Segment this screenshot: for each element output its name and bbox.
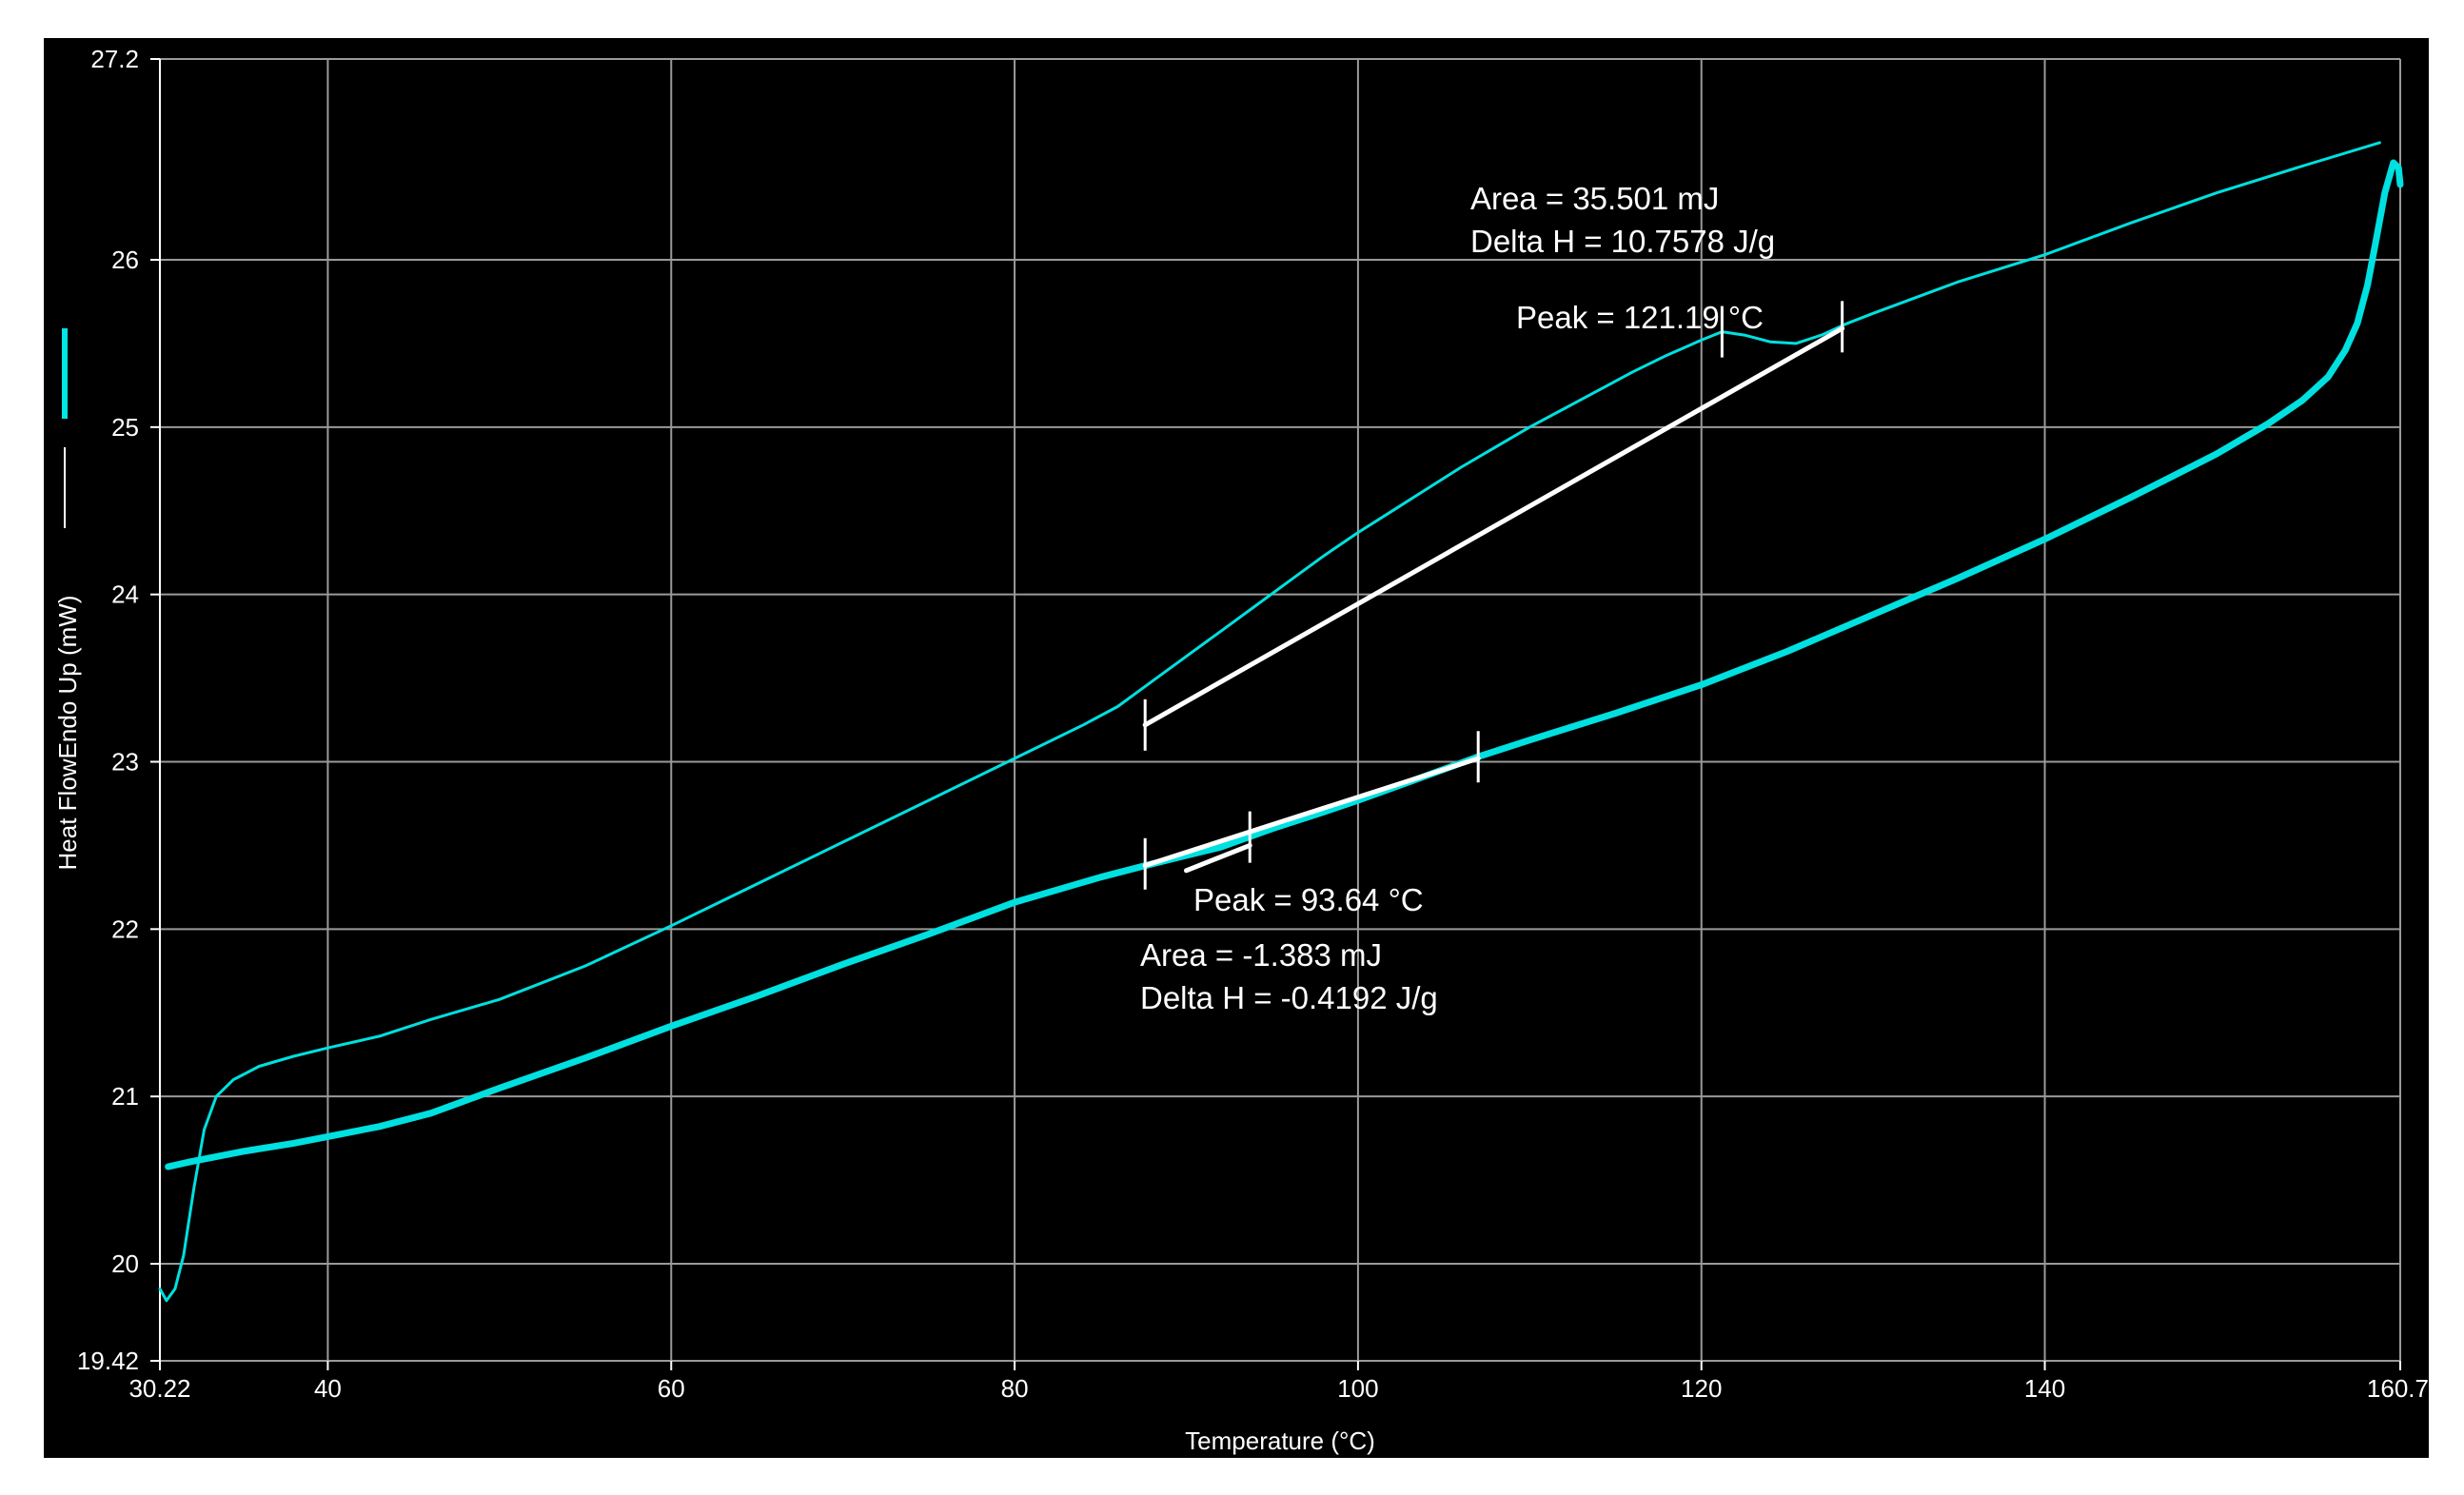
x-tick-label: 120 xyxy=(1681,1374,1722,1403)
y-tick-label: 24 xyxy=(111,580,139,609)
annotation-upper-peak: Peak = 121.19 °C xyxy=(1516,300,1764,335)
legend-swatch xyxy=(62,328,68,419)
x-tick-label: 80 xyxy=(1001,1374,1029,1403)
y-tick-label: 26 xyxy=(111,246,139,274)
x-axis-title: Temperature (°C) xyxy=(1185,1426,1375,1455)
annotation-lower-peak: Peak = 93.64 °C xyxy=(1193,882,1424,917)
integration-baseline xyxy=(1142,756,1481,868)
marker-group xyxy=(1143,301,1844,890)
baseline-group xyxy=(1142,325,1845,874)
x-axis-ticks: 30.22 40 60 80 100 120 140 160.7 xyxy=(128,1361,2429,1403)
y-tick-label: 21 xyxy=(111,1082,139,1111)
grid xyxy=(159,58,2401,1362)
integration-baseline xyxy=(1184,842,1252,874)
y-tick-label: 27.2 xyxy=(90,45,139,73)
annotation-lower-area: Area = -1.383 mJ xyxy=(1140,937,1382,973)
x-tick-label: 140 xyxy=(2024,1374,2065,1403)
y-axis-ticks: 19.42 20 21 22 23 24 25 26 27.2 xyxy=(77,45,160,1375)
y-tick-label: 22 xyxy=(111,915,139,943)
y-tick-label: 25 xyxy=(111,413,139,442)
y-tick-label: 20 xyxy=(111,1249,139,1278)
x-tick-label: 40 xyxy=(314,1374,342,1403)
y-tick-label: 23 xyxy=(111,748,139,777)
x-tick-label: 60 xyxy=(658,1374,685,1403)
x-tick-label: 100 xyxy=(1337,1374,1378,1403)
integration-baseline xyxy=(1142,325,1845,728)
y-tick-label: 19.42 xyxy=(77,1347,139,1375)
series-line xyxy=(158,141,2381,1303)
annotation-upper-delta-h: Delta H = 10.7578 J/g xyxy=(1470,224,1775,259)
y-axis-title: Heat FlowEndo Up (mW) xyxy=(53,596,82,871)
legend xyxy=(62,328,68,528)
series-group xyxy=(158,141,2404,1303)
x-tick-label: 160.7 xyxy=(2367,1374,2429,1403)
annotation-upper-area: Area = 35.501 mJ xyxy=(1470,181,1719,216)
annotation-lower-delta-h: Delta H = -0.4192 J/g xyxy=(1140,980,1438,1015)
series-line xyxy=(165,159,2404,1170)
x-tick-label: 30.22 xyxy=(128,1374,190,1403)
plot-panel xyxy=(44,38,2429,1458)
